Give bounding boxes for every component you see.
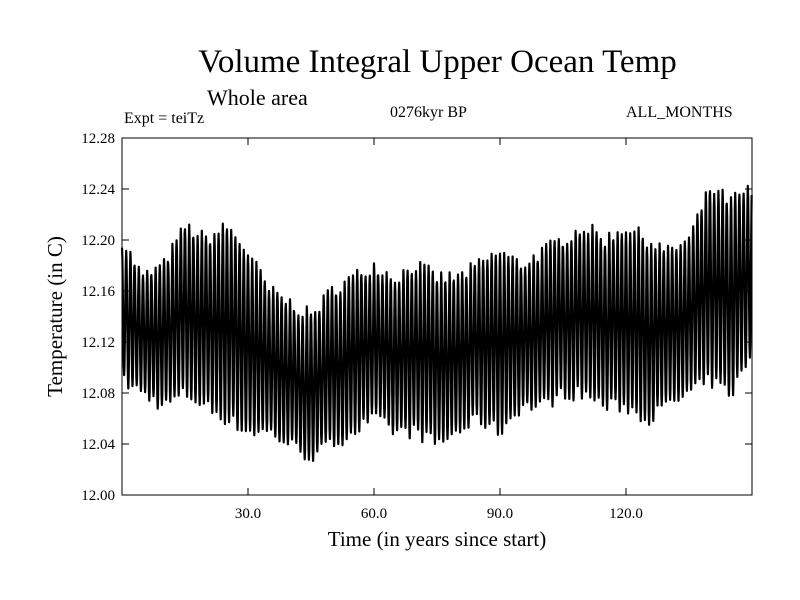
x-tick-label: 120.0 [609,506,643,522]
y-tick-label: 12.12 [81,335,115,351]
temperature-series-line [120,184,753,463]
y-tick-label: 12.16 [81,284,115,300]
y-tick-label: 12.08 [81,386,115,402]
y-axis-label: Temperature (in C) [43,236,67,397]
y-tick-label: 12.24 [81,182,115,198]
y-tick-label: 12.00 [81,488,115,504]
chart-subtitle: Whole area [207,85,308,110]
ticks-layer: 12.00 12.04 12.08 12.12 12.16 12.20 12.24 12.28… [81,131,752,522]
period-label: 0276kyr BP [390,104,467,121]
months-label: ALL_MONTHS [626,104,733,121]
y-tick-label: 12.20 [81,233,115,249]
series-layer [120,184,753,463]
plot-frame [121,137,753,496]
y-tick-label: 12.04 [81,437,115,453]
x-tick-label: 30.0 [235,506,261,522]
x-tick-label: 60.0 [361,506,387,522]
chart-title: Volume Integral Upper Ocean Temp [198,44,677,80]
experiment-label: Expt = teiTz [124,110,205,127]
y-tick-label: 12.28 [81,131,115,147]
x-tick-label: 90.0 [487,506,513,522]
x-axis-label: Time (in years since start) [328,527,547,551]
